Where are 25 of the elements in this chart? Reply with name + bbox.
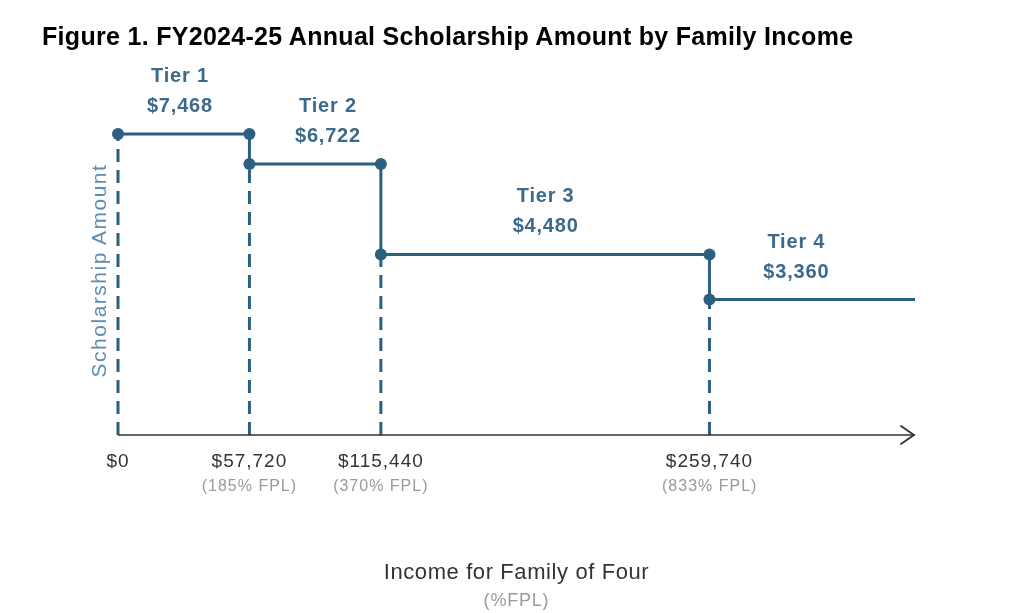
annotation: Tier 3 (516, 184, 575, 207)
point (703, 293, 716, 306)
annotation: Tier 2 (299, 94, 357, 117)
x-tick-label: $57,720 (211, 450, 288, 471)
point (374, 248, 387, 261)
point (374, 158, 387, 171)
point (703, 248, 716, 261)
x-axis-title: Income for Family of Four (%FPL) (383, 559, 650, 610)
x-tick-label: $115,440 (337, 450, 424, 471)
x2-tick-label: (185% FPL) (201, 477, 298, 494)
annotation: Tier 4 (767, 229, 826, 252)
data-label: $4,480 (512, 214, 579, 237)
annotation: Tier 1 (151, 64, 209, 86)
chart-title: Figure 1. FY2024-25 Annual Scholarship Amount by Family Income (42, 22, 854, 51)
x-tick-label: $259,740 (665, 450, 754, 471)
data-label: $3,360 (763, 259, 830, 282)
x2-tick-label: (370% FPL) (333, 477, 429, 494)
y-axis-title: Scholarship Amount (87, 163, 110, 378)
x2-tick-label: (833% FPL) (662, 477, 758, 494)
point (112, 128, 124, 140)
point (243, 158, 256, 171)
data-label: $6,722 (294, 124, 361, 147)
x-tick-label: $0 (106, 450, 130, 471)
data-label: $7,468 (146, 94, 213, 116)
point (243, 128, 256, 140)
